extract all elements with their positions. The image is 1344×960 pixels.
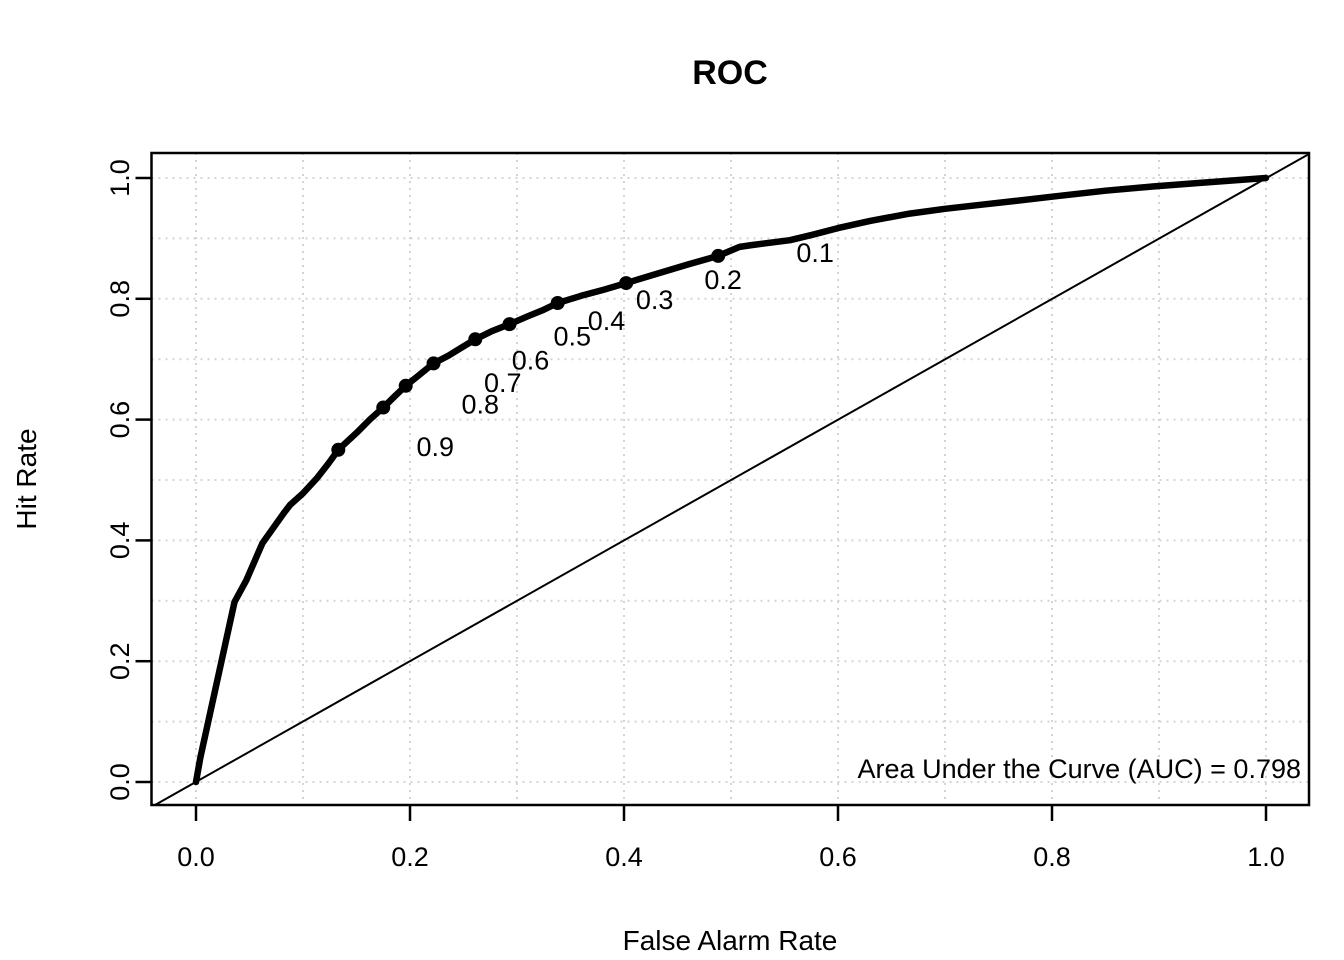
cutoff-dot xyxy=(550,296,565,311)
plot-border xyxy=(150,151,1311,807)
auc-annotation: Area Under the Curve (AUC) = 0.798 xyxy=(858,754,1301,784)
x-axis-tick-labels: 0.0 0.2 0.4 0.6 0.8 1.0 xyxy=(177,842,1285,872)
cutoff-dot xyxy=(426,356,441,371)
chart-title: ROC xyxy=(692,54,768,92)
x-tick-label: 0.8 xyxy=(1033,842,1071,872)
y-axis-title: Hit Rate xyxy=(11,428,42,529)
cutoff-dot xyxy=(331,442,346,457)
cutoff-dot xyxy=(398,378,413,393)
cutoff-dot xyxy=(711,248,726,263)
cutoff-dot xyxy=(468,332,483,347)
cutoff-dot xyxy=(619,276,634,291)
cutoff-dot xyxy=(502,317,517,332)
x-tick-label: 0.4 xyxy=(605,842,643,872)
cutoff-label: 0.3 xyxy=(636,285,674,315)
x-tick-label: 0.0 xyxy=(177,842,215,872)
cutoff-label: 0.2 xyxy=(704,265,742,295)
cutoff-dot xyxy=(376,400,391,415)
x-tick-label: 0.6 xyxy=(819,842,857,872)
y-tick-label: 0.8 xyxy=(105,280,135,318)
y-tick-label: 0.0 xyxy=(105,763,135,801)
y-tick-label: 0.4 xyxy=(105,522,135,560)
x-axis-title: False Alarm Rate xyxy=(623,925,838,956)
roc-curve-line xyxy=(192,174,1270,786)
cutoff-dots xyxy=(331,248,726,457)
x-tick-label: 1.0 xyxy=(1247,842,1285,872)
axis-ticks xyxy=(135,176,1268,821)
cutoff-label: 0.6 xyxy=(512,345,550,375)
y-axis-tick-labels: 0.0 0.2 0.4 0.6 0.8 1.0 xyxy=(105,159,135,801)
chance-diagonal-line xyxy=(154,153,1310,806)
cutoff-label: 0.5 xyxy=(553,321,591,351)
y-tick-label: 1.0 xyxy=(105,159,135,197)
x-tick-label: 0.2 xyxy=(391,842,429,872)
cutoff-label: 0.4 xyxy=(588,306,626,336)
y-tick-label: 0.6 xyxy=(105,401,135,439)
cutoff-label: 0.1 xyxy=(796,238,834,268)
cutoff-label: 0.9 xyxy=(417,432,455,462)
cutoff-label: 0.8 xyxy=(461,390,499,420)
cutoff-label: 0.7 xyxy=(484,368,522,398)
y-tick-label: 0.2 xyxy=(105,642,135,680)
cutoff-labels: 0.1 0.2 0.3 0.40.50.60.70.80.9 xyxy=(417,238,834,462)
